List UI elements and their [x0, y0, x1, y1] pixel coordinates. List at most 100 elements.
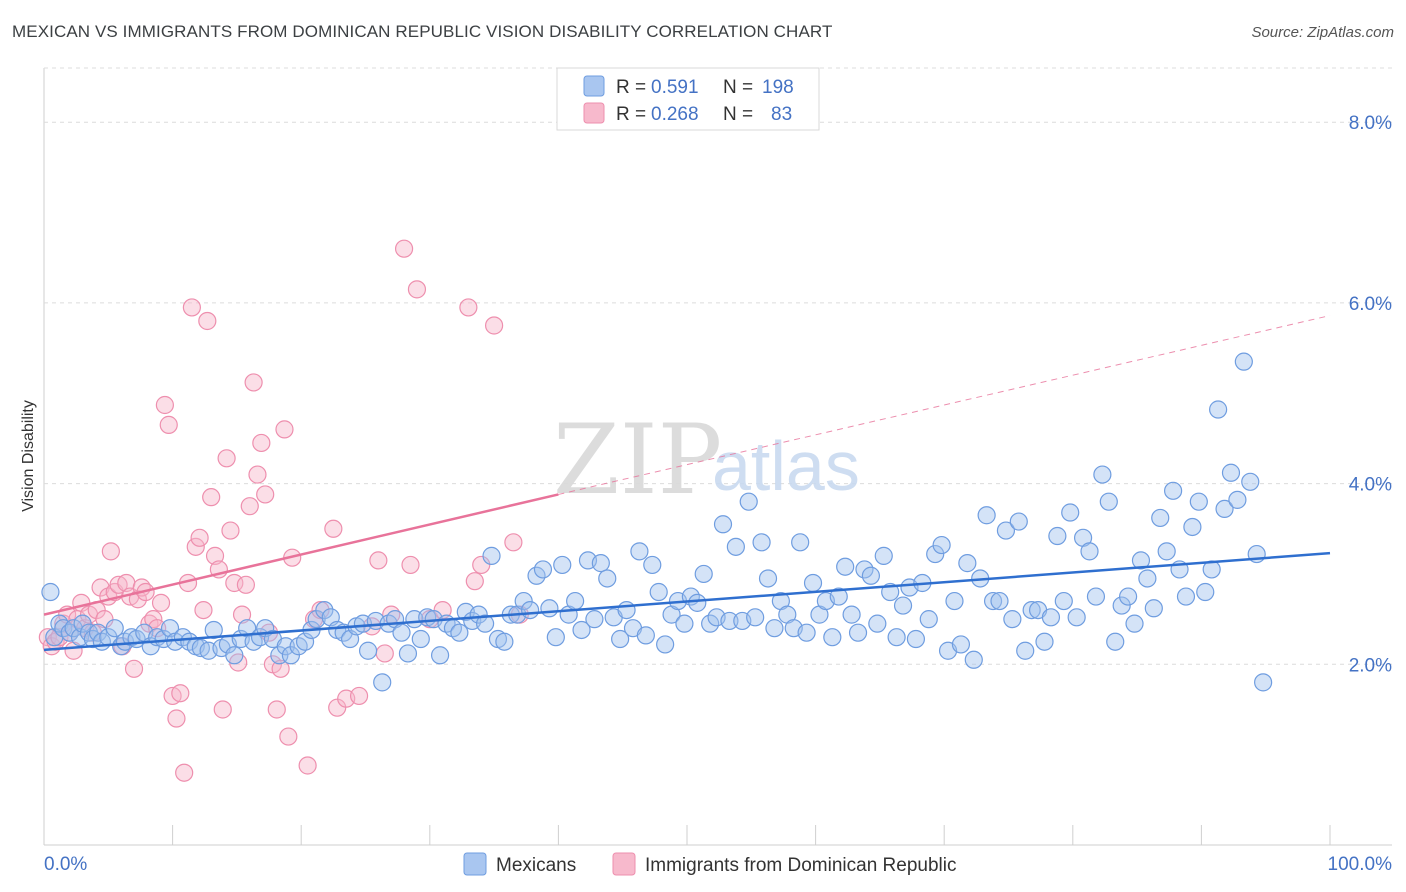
dominican-point [213, 700, 232, 719]
dominican-point [232, 605, 252, 624]
mexican-point [358, 641, 378, 660]
y-axis-title: Vision Disability [20, 400, 37, 512]
mexican-point [204, 620, 223, 640]
watermark: ZIP atlas [553, 404, 860, 516]
mexican-point [41, 582, 60, 602]
dominican-point [267, 700, 286, 719]
bottom-legend-mexicans: Mexicans [496, 855, 576, 876]
dominican-point [271, 659, 290, 678]
mexican-point [848, 623, 868, 642]
dominican-point [198, 311, 217, 331]
bottom-legend-swatch-dominican [612, 852, 636, 876]
mexican-point [1067, 608, 1086, 627]
mexican-point [225, 646, 244, 665]
dominican-point [349, 686, 369, 706]
mexican-point [1048, 526, 1067, 546]
dominican-point [50, 628, 69, 647]
mexican-point [430, 646, 450, 665]
dominican-point [101, 542, 120, 561]
mexican-point [1035, 632, 1054, 651]
mexican-point [1125, 614, 1144, 633]
dominican-point [194, 600, 213, 620]
legend-r-label: R = [616, 77, 646, 98]
mexican-point [893, 596, 913, 615]
mexican-point [540, 599, 559, 618]
dominican-point [324, 519, 343, 538]
dominican-point [151, 593, 171, 612]
dominican-point [225, 573, 244, 593]
mexican-point [1061, 503, 1080, 522]
mexican-point [656, 635, 675, 654]
mexican-point [398, 644, 418, 663]
mexican-point [1151, 508, 1170, 528]
mexican-point [823, 628, 842, 647]
mexican-point [868, 614, 887, 633]
mexican-point [1164, 481, 1183, 500]
mexican-point [1234, 352, 1253, 371]
mexican-point [1215, 499, 1234, 519]
y-tick-label: 2.0% [1349, 655, 1392, 676]
dominican-point [159, 415, 178, 434]
mexican-point [861, 566, 880, 585]
mexican-point [1157, 542, 1176, 561]
mexican-point [572, 620, 591, 640]
mexican-point [1112, 596, 1131, 615]
mexican-point [1003, 610, 1022, 629]
dominican-point [240, 497, 259, 516]
mexican-point [1228, 490, 1247, 509]
mexican-point [932, 535, 951, 555]
dominican-trend-extension [558, 315, 1331, 495]
mexican-point [746, 608, 765, 627]
dominican-point [279, 727, 298, 746]
mexican-point [694, 564, 713, 584]
mexican-point [983, 591, 1003, 611]
grid [44, 67, 1392, 665]
mexican-point [996, 521, 1016, 540]
mexican-point [1176, 587, 1196, 606]
dominican-point [236, 575, 256, 594]
source-label: Source: ZipAtlas.com [1251, 24, 1394, 41]
mexican-point [1196, 582, 1215, 602]
legend-n-dominican: 83 [771, 104, 792, 125]
mexican-point [643, 555, 662, 575]
dominican-point [182, 298, 201, 317]
mexican-point [926, 544, 945, 564]
mexican-point [295, 632, 315, 651]
y-tick-label: 4.0% [1349, 475, 1392, 496]
mexican-point [475, 614, 495, 633]
mexican-point [1144, 599, 1163, 618]
dominican-point [155, 395, 174, 415]
mexican-point [765, 619, 784, 638]
mexican-point [964, 650, 983, 669]
mexican-point [887, 628, 906, 647]
mexican-point [1041, 608, 1061, 627]
mexican-point [1086, 587, 1106, 606]
mexican-point [675, 614, 694, 633]
dominican-point [407, 280, 427, 299]
mexican-point [636, 626, 655, 645]
dominican-point [311, 600, 330, 620]
mexican-point [990, 591, 1009, 611]
dominican-point [465, 572, 484, 591]
mexican-point [874, 546, 893, 565]
mexican-point [495, 632, 514, 651]
mexican-point [1189, 492, 1208, 511]
y-tick-label: 6.0% [1349, 294, 1392, 315]
legend-r-mexicans: 0.591 [651, 77, 699, 98]
dominican-point [252, 433, 271, 453]
mexican-point [1138, 569, 1157, 588]
legend-n-label: N = [723, 104, 753, 125]
dominican-point [244, 373, 263, 392]
dominican-point [459, 298, 478, 317]
mexican-point [392, 623, 411, 642]
mexican-point [598, 569, 617, 588]
mexican-point [720, 611, 739, 631]
mexican-point [1241, 472, 1260, 491]
mexican-point [726, 537, 745, 556]
mexican-point [611, 629, 630, 649]
mexican-point [591, 554, 610, 573]
dominican-point [298, 756, 317, 775]
mexican-point [73, 614, 92, 633]
mexican-point [469, 605, 488, 624]
dominican-point [248, 465, 267, 484]
